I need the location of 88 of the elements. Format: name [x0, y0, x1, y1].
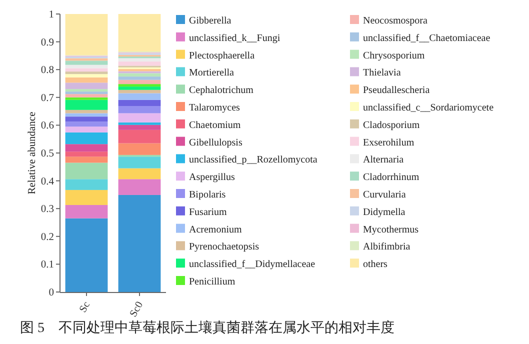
legend-label: Mycothermus	[363, 224, 419, 236]
legend-label: Exserohilum	[363, 137, 414, 148]
bar	[65, 218, 108, 292]
bar	[65, 116, 108, 122]
legend-label: Chrysosporium	[363, 50, 425, 62]
bar	[118, 100, 161, 106]
legend-label: Talaromyces	[189, 102, 240, 114]
legend-label: others	[363, 259, 388, 270]
y-tick-label: 0.7	[40, 92, 54, 104]
legend-label: Bipolaris	[189, 190, 226, 200]
legend-label: Penicillium	[189, 276, 236, 288]
bar	[65, 60, 108, 65]
legend-label: Acremonium	[189, 224, 242, 236]
legend-label: Mortierella	[189, 68, 235, 79]
x-tick-label: Sc	[78, 300, 93, 315]
y-tick-label: 0.9	[40, 37, 54, 48]
bar	[118, 168, 161, 180]
legend-label: unclassified_k__Fungi	[189, 32, 280, 44]
bar	[118, 179, 161, 195]
bar	[65, 204, 108, 218]
bar	[118, 58, 161, 62]
x-tick-label: Sc0	[128, 300, 146, 320]
y-tick-label: 0.4	[40, 176, 55, 188]
legend-label: Alternaria	[363, 154, 404, 166]
bar	[65, 113, 108, 117]
bar	[118, 62, 161, 66]
y-tick-label: 0	[48, 288, 54, 298]
bar	[118, 113, 161, 122]
legend-label: Cladorrhinum	[363, 172, 420, 184]
bar	[118, 93, 161, 100]
bar	[118, 86, 161, 90]
bar	[118, 76, 161, 80]
legend-label: Thielavia	[363, 68, 402, 79]
bar	[65, 190, 108, 205]
legend-label: Cladosporium	[363, 120, 420, 131]
bar	[65, 92, 108, 94]
y-tick-label: 0.3	[40, 204, 54, 216]
legend-label: Didymella	[363, 206, 406, 218]
legend-label: Albifimbria	[363, 242, 411, 253]
legend-label: Pseudallescheria	[363, 85, 430, 96]
bar	[65, 97, 108, 100]
bar	[65, 77, 108, 83]
legend-label: Gibellulopsis	[189, 137, 242, 148]
bar	[65, 100, 108, 110]
y-tick-label: 0.5	[40, 148, 54, 160]
y-tick-label: 0.1	[40, 260, 54, 271]
legend-label: Chaetomium	[189, 120, 241, 131]
legend-label: Fusarium	[189, 206, 227, 218]
y-axis-title: Relative abundance	[27, 111, 38, 194]
bar	[65, 14, 108, 56]
legend-label: Curvularia	[363, 190, 406, 200]
bar	[65, 58, 108, 61]
bar	[65, 179, 108, 190]
bar	[118, 106, 161, 114]
caption: 图 5 不同处理中草莓根际土壤真菌群落在属水平的相对丰度	[20, 320, 394, 336]
bar	[65, 94, 108, 98]
bar	[65, 144, 108, 152]
y-tick-label: 0.8	[40, 65, 54, 76]
legend-label: Gibberella	[189, 16, 232, 26]
bar	[118, 194, 161, 292]
bar	[65, 152, 108, 157]
bar	[118, 122, 161, 125]
y-tick-label: 0.2	[40, 232, 54, 243]
bar	[65, 156, 108, 163]
bar	[118, 84, 161, 87]
legend-label: Pyrenochaetopsis	[189, 242, 260, 253]
bar	[65, 132, 108, 144]
bar	[65, 126, 108, 132]
bar	[118, 156, 161, 168]
legend-label: Cephalotrichum	[189, 85, 254, 96]
bar	[65, 89, 108, 92]
bar	[65, 74, 108, 78]
bar	[118, 73, 161, 77]
bar	[118, 14, 161, 52]
legend-label: Aspergillus	[189, 172, 236, 184]
bar	[65, 162, 108, 180]
bar	[65, 72, 108, 74]
legend-label: Plectosphaerella	[189, 50, 256, 62]
y-tick-label: 0.6	[40, 120, 54, 132]
bar	[118, 130, 161, 144]
bar	[118, 143, 161, 155]
bar	[65, 82, 108, 90]
legend-label: Neocosmospora	[363, 16, 428, 26]
y-tick-label: 1	[48, 10, 54, 20]
bar	[118, 80, 161, 84]
bar	[118, 124, 161, 130]
bar	[65, 68, 108, 72]
bar	[65, 122, 108, 127]
